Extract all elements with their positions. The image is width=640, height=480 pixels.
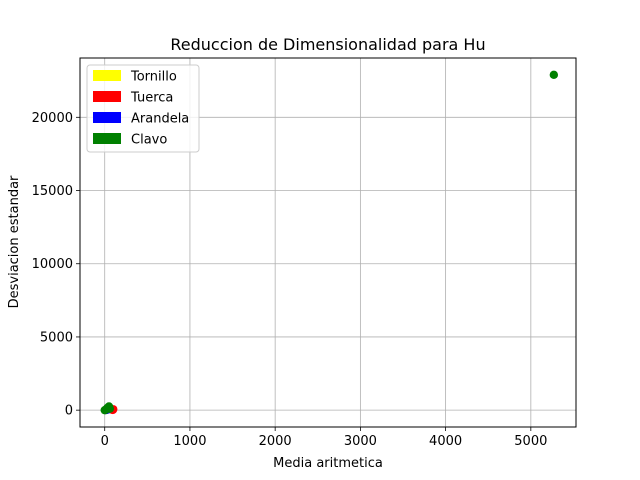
y-tick-label: 5000 (40, 330, 73, 345)
legend-swatch-arandela (93, 112, 121, 123)
legend-label-clavo: Clavo (131, 133, 167, 148)
legend-swatch-tuerca (93, 91, 121, 102)
legend-label-tuerca: Tuerca (130, 91, 173, 106)
y-tick-label: 15000 (32, 184, 73, 199)
chart-title: Reduccion de Dimensionalidad para Hu (170, 35, 485, 54)
y-axis-label: Desviacion estandar (7, 175, 22, 308)
legend-box (86, 64, 200, 153)
plot-frame (79, 57, 577, 428)
x-tick-label: 4000 (429, 434, 462, 449)
x-tick-label: 0 (101, 434, 109, 449)
grid (80, 58, 576, 427)
x-axis-ticks: 0 1000 2000 3000 4000 5000 (101, 427, 547, 449)
y-axis-ticks: 0 5000 10000 15000 20000 (32, 111, 80, 419)
data-point-clavo (549, 70, 559, 80)
data-points (100, 70, 559, 415)
legend: Tornillo Tuerca Arandela Clavo (86, 64, 200, 153)
y-tick-label: 20000 (32, 111, 73, 126)
data-point-clavo (105, 404, 115, 413)
y-tick-label: 0 (65, 404, 73, 419)
x-tick-label: 1000 (173, 434, 206, 449)
legend-swatch-clavo (93, 133, 121, 144)
y-tick-label: 10000 (32, 257, 73, 272)
x-tick-label: 2000 (259, 434, 292, 449)
legend-items: Tornillo Tuerca Arandela Clavo (93, 70, 189, 148)
legend-label-tornillo: Tornillo (130, 70, 177, 85)
legend-label-arandela: Arandela (131, 112, 189, 127)
x-axis-label: Media aritmetica (273, 456, 383, 471)
x-tick-label: 5000 (514, 434, 547, 449)
legend-swatch-tornillo (93, 70, 121, 81)
x-tick-label: 3000 (344, 434, 377, 449)
